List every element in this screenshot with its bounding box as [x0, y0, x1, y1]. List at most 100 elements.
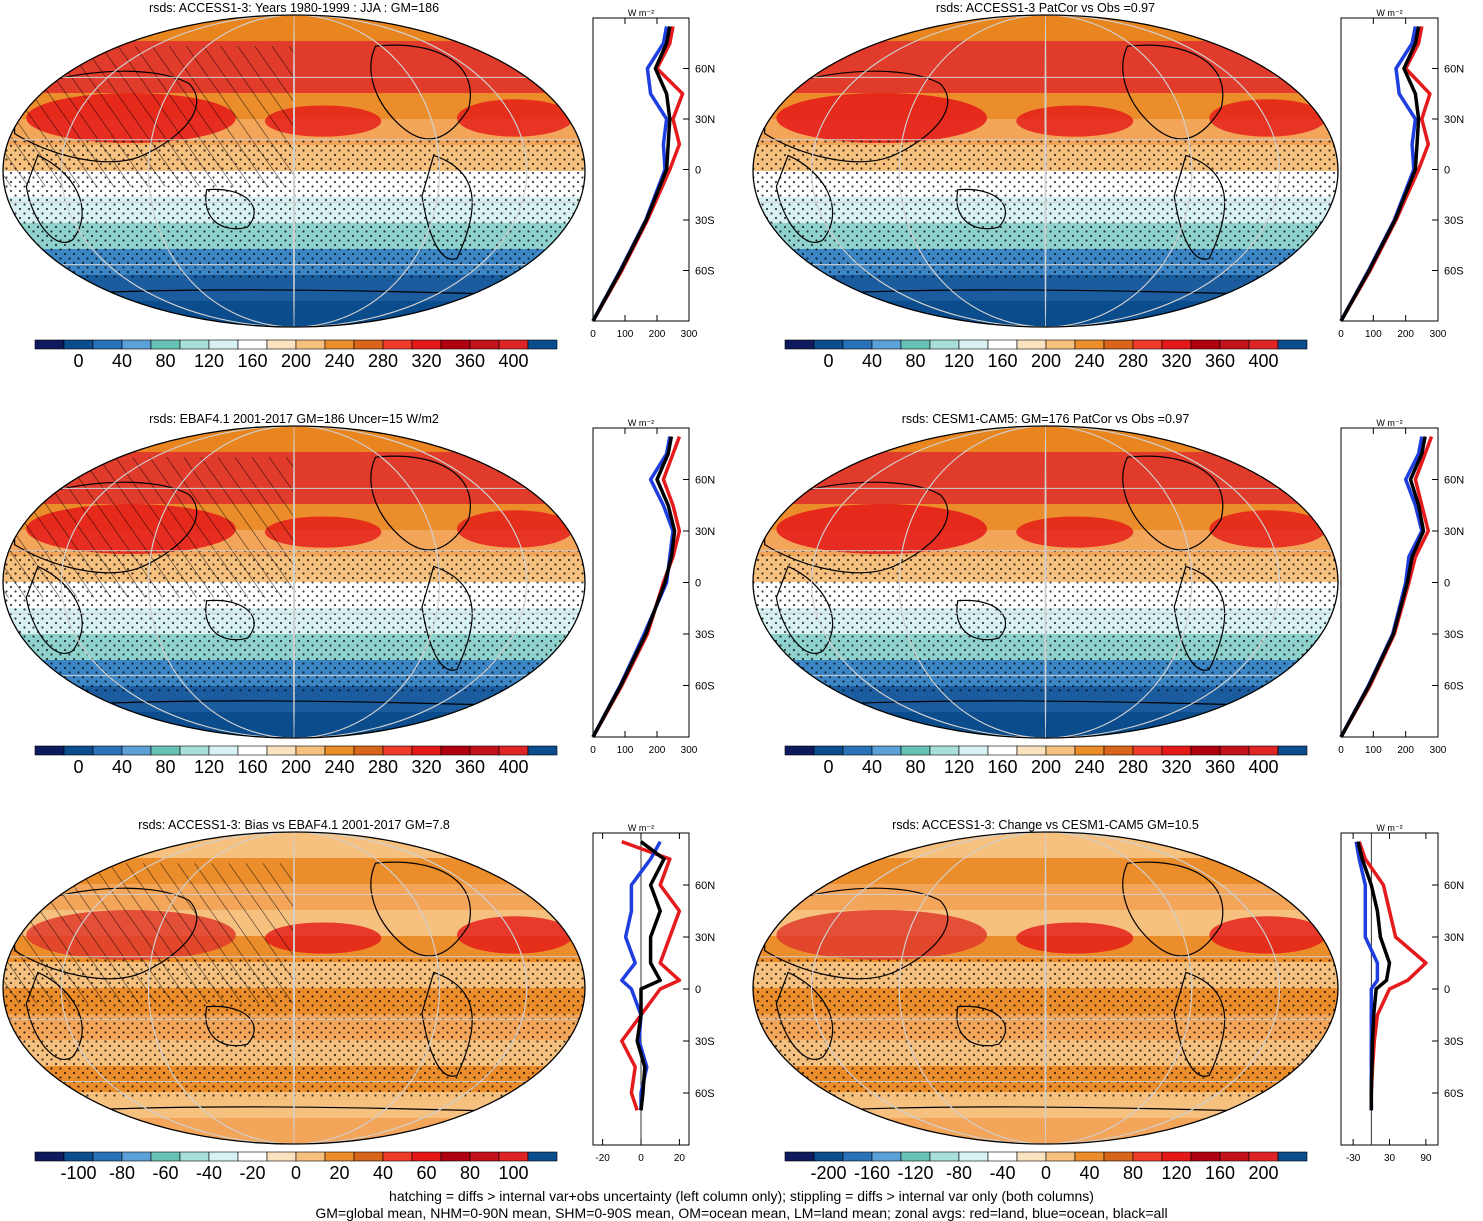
colorbar: 0 40 80 120 160 200 240 280 320 360 400 — [784, 745, 1308, 777]
colorbar-swatch — [929, 1151, 960, 1162]
colorbar-tick-label: 240 — [324, 757, 354, 777]
colorbar-swatch — [324, 1151, 355, 1162]
colorbar-swatch — [469, 1151, 500, 1162]
colorbar-tick-label: 360 — [455, 757, 485, 777]
colorbar-swatch — [411, 1151, 442, 1162]
colorbar-tick-label: 40 — [112, 757, 132, 777]
colorbar-swatch — [1103, 1151, 1134, 1162]
colorbar-swatch — [900, 745, 931, 756]
colorbar-swatch — [1016, 745, 1047, 756]
colorbar-tick-label: -160 — [854, 1163, 890, 1183]
map-border — [752, 14, 1339, 328]
colorbar-tick-label: 280 — [368, 757, 398, 777]
panel-4: rsds: CESM1-CAM5: GM=176 PatCor vs Obs =… — [752, 412, 1464, 777]
colorbar-swatch — [813, 339, 844, 350]
colorbar-tick-label: 160 — [237, 757, 267, 777]
lat-tick-label: 60S — [695, 1088, 715, 1100]
continent-outline — [1122, 455, 1224, 551]
footer-legend-note: GM=global mean, NHM=0-90N mean, SHM=0-90… — [315, 1205, 1168, 1221]
map-field — [3, 832, 585, 1144]
colorbar-swatch — [929, 339, 960, 350]
colorbar-swatch — [382, 745, 413, 756]
continent-outline — [370, 455, 471, 551]
colorbar-swatch — [208, 745, 239, 756]
x-tick-label: 30 — [1384, 1153, 1396, 1164]
colorbar-swatch — [900, 339, 931, 350]
colorbar-tick-label: 40 — [373, 1163, 393, 1183]
colorbar-tick-label: -120 — [897, 1163, 933, 1183]
x-tick-label: 100 — [617, 329, 634, 340]
colorbar-swatch — [842, 745, 873, 756]
colorbar-swatch — [266, 745, 297, 756]
x-tick-label: 200 — [1397, 329, 1414, 340]
map-field — [753, 426, 1338, 738]
colorbar-swatch — [1248, 1151, 1279, 1162]
colorbar-swatch — [958, 1151, 989, 1162]
panel-3: rsds: EBAF4.1 2001-2017 GM=186 Uncer=15 … — [2, 412, 715, 777]
colorbar-swatch — [1074, 1151, 1105, 1162]
colorbar-swatch — [1016, 1151, 1047, 1162]
colorbar-tick-label: 120 — [944, 757, 974, 777]
map-blob — [776, 504, 987, 554]
colorbar-swatch — [92, 339, 123, 350]
colorbar-swatch — [813, 745, 844, 756]
zonal-unit-label: W m⁻² — [628, 8, 654, 18]
zonal-frame — [592, 427, 690, 738]
colorbar-tick-label: 360 — [1205, 757, 1235, 777]
colorbar-tick-label: 280 — [368, 351, 398, 371]
lat-tick-label: 60S — [1444, 266, 1464, 278]
lat-tick-label: 0 — [695, 165, 701, 177]
colorbar-swatch — [208, 1151, 239, 1162]
map-blob — [776, 93, 987, 143]
panel-1: rsds: ACCESS1-3: Years 1980-1999 : JJA :… — [2, 1, 715, 371]
colorbar-swatch — [1161, 745, 1192, 756]
colorbar-swatch — [987, 1151, 1018, 1162]
colorbar-tick-label: 40 — [1079, 1163, 1099, 1183]
colorbar-tick-label: -200 — [810, 1163, 846, 1183]
colorbar-tick-label: 120 — [944, 351, 974, 371]
colorbar-tick-label: 100 — [498, 1163, 528, 1183]
colorbar-tick-label: -40 — [989, 1163, 1015, 1183]
map-blob — [1209, 510, 1327, 548]
colorbar-swatch — [1190, 1151, 1221, 1162]
colorbar-tick-label: 400 — [1248, 757, 1278, 777]
colorbar-tick-label: -80 — [946, 1163, 972, 1183]
colorbar: 0 40 80 120 160 200 240 280 320 360 400 — [34, 745, 558, 777]
colorbar-swatch — [1219, 339, 1250, 350]
zonal-line-all — [591, 436, 677, 738]
zonal-unit-label: W m⁻² — [628, 823, 654, 833]
x-tick-label: 200 — [649, 745, 666, 756]
graticule-lon — [1044, 15, 1047, 327]
x-tick-label: 0 — [1338, 329, 1344, 340]
lat-tick-label: 0 — [1444, 578, 1450, 590]
colorbar: -200 -160 -120 -80 -40 0 40 80 120 160 200 — [784, 1151, 1308, 1183]
colorbar-swatch — [784, 339, 815, 350]
colorbar-tick-label: 240 — [324, 351, 354, 371]
graticule-lon — [293, 426, 295, 738]
colorbar-tick-label: 40 — [112, 351, 132, 371]
lat-tick-label: 60N — [1444, 475, 1464, 487]
colorbar: 0 40 80 120 160 200 240 280 320 360 400 — [34, 339, 558, 371]
map-blob — [1016, 105, 1134, 137]
colorbar-tick-label: 120 — [1161, 1163, 1191, 1183]
colorbar-tick-label: 320 — [411, 351, 441, 371]
colorbar-tick-label: 0 — [73, 351, 83, 371]
colorbar-swatch — [929, 745, 960, 756]
colorbar-swatch — [1132, 1151, 1163, 1162]
colorbar-swatch — [900, 1151, 931, 1162]
lat-tick-label: 60S — [1444, 1088, 1464, 1100]
lat-tick-label: 60S — [695, 266, 715, 278]
lat-tick-label: 30S — [695, 215, 715, 227]
zonal-line-all — [1339, 436, 1427, 738]
colorbar-tick-label: 60 — [416, 1163, 436, 1183]
colorbar-tick-label: 200 — [1248, 1163, 1278, 1183]
panel-title: rsds: CESM1-CAM5: GM=176 PatCor vs Obs =… — [902, 412, 1190, 426]
colorbar-tick-label: 400 — [498, 351, 528, 371]
continent-outline — [1122, 44, 1224, 140]
colorbar-swatch — [1103, 339, 1134, 350]
continent-outline — [1122, 861, 1224, 957]
x-tick-label: 90 — [1420, 1153, 1432, 1164]
map-blob — [456, 510, 574, 548]
lat-tick-label: 30N — [1444, 526, 1464, 538]
footer-hatching-note: hatching = diffs > internal var+obs unce… — [389, 1188, 1094, 1204]
